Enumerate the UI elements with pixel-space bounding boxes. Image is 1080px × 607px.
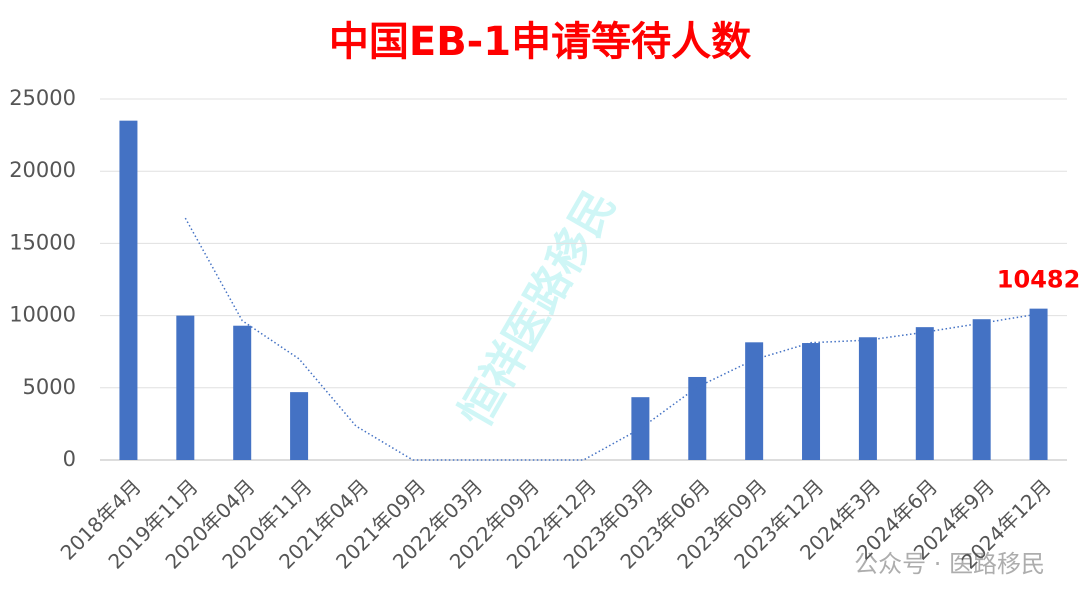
y-tick-label: 15000 bbox=[9, 230, 76, 254]
bar bbox=[858, 337, 877, 460]
watermark: 恒祥医路移民 bbox=[450, 182, 626, 436]
chart-title: 中国EB-1申请等待人数 bbox=[329, 19, 751, 65]
data-label: 10482 bbox=[997, 266, 1080, 294]
bar bbox=[972, 319, 991, 460]
bar bbox=[1029, 308, 1048, 460]
bar bbox=[176, 315, 195, 460]
bar bbox=[233, 325, 252, 460]
bar bbox=[290, 392, 309, 460]
bar bbox=[119, 120, 138, 460]
y-tick-label: 25000 bbox=[9, 86, 76, 110]
y-tick-label: 20000 bbox=[9, 158, 76, 182]
trendline bbox=[184, 217, 1039, 461]
bar bbox=[688, 376, 707, 460]
bar bbox=[631, 397, 650, 460]
bar bbox=[915, 327, 934, 460]
footer-watermark: 公众号 · 医路移民 bbox=[854, 550, 1045, 578]
bar bbox=[745, 342, 764, 460]
y-tick-label: 5000 bbox=[23, 375, 76, 399]
y-tick-label: 10000 bbox=[9, 303, 76, 327]
y-tick-label: 0 bbox=[63, 447, 76, 471]
bar bbox=[802, 343, 821, 460]
